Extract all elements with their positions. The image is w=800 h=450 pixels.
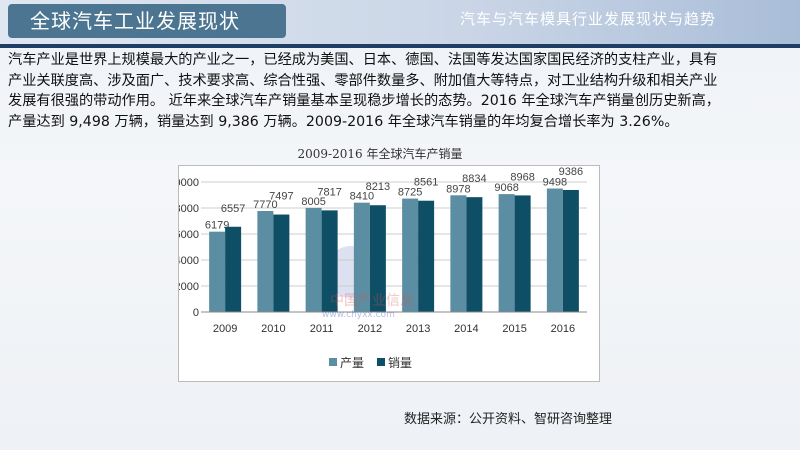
- data-label: 8725: [398, 187, 422, 199]
- bar-销量: [321, 210, 338, 312]
- legend-label: 销量: [388, 356, 412, 370]
- y-tick-label: 6000: [179, 229, 199, 241]
- y-tick-label: 10000: [179, 177, 199, 189]
- paragraph-line: 产量达到 9,498 万辆，销量达到 9,386 万辆。2009-2016 年全…: [8, 113, 679, 130]
- data-label: 8978: [446, 183, 470, 195]
- y-tick-label: 2000: [179, 281, 199, 293]
- data-label: 8213: [366, 181, 390, 193]
- bar-销量: [466, 197, 483, 312]
- x-tick-label: 2015: [502, 323, 526, 335]
- data-source: 数据来源：公开资料、智研咨询整理: [404, 412, 613, 427]
- bar-产量: [546, 188, 563, 312]
- data-label: 9068: [494, 182, 518, 194]
- bar-销量: [562, 189, 579, 312]
- x-tick-label: 2013: [406, 323, 430, 335]
- bar-产量: [498, 194, 515, 312]
- bar-销量: [369, 205, 386, 312]
- data-label: 9386: [559, 166, 583, 178]
- data-label: 6179: [205, 220, 229, 232]
- x-tick-label: 2009: [213, 323, 237, 335]
- header-divider: [0, 44, 800, 48]
- data-label: 8561: [414, 177, 438, 189]
- data-label: 6557: [221, 203, 245, 215]
- paragraph-line: 汽车产业是世界上规模最大的产业之一，已经成为美国、日本、德国、法国等发达国家国民…: [8, 52, 718, 68]
- watermark-text: 中国产业信息: [330, 293, 414, 309]
- slide-title: 全球汽车工业发展现状: [8, 4, 286, 38]
- data-label: 8968: [510, 171, 534, 183]
- bar-产量: [450, 195, 467, 312]
- legend-swatch: [329, 358, 337, 366]
- x-tick-label: 2016: [551, 323, 575, 335]
- x-tick-label: 2011: [310, 323, 334, 335]
- header-band: 全球汽车工业发展现状 汽车与汽车模具行业发展现状与趋势: [0, 0, 800, 44]
- data-label: 8005: [301, 196, 325, 208]
- y-tick-label: 0: [193, 307, 199, 319]
- bar-销量: [225, 226, 242, 312]
- slide-subtitle: 汽车与汽车模具行业发展现状与趋势: [460, 10, 717, 28]
- legend-swatch: [377, 358, 385, 366]
- paragraph-line: 发展有很强的带动作用。 近年来全球汽车产销量基本呈现稳步增长的态势。2016 年…: [8, 93, 720, 109]
- data-label: 7770: [253, 199, 277, 211]
- bar-产量: [209, 231, 226, 312]
- paragraph-line: 产业关联度高、涉及面广、技术要求高、综合性强、零部件数量多、附加值大等特点，对工…: [8, 72, 718, 89]
- data-label: 7497: [269, 191, 293, 203]
- x-tick-label: 2012: [358, 323, 382, 335]
- bar-产量: [257, 210, 274, 312]
- x-tick-label: 2010: [261, 323, 285, 335]
- watermark-url: www.chyxx.com: [322, 310, 395, 320]
- data-label: 8834: [462, 173, 486, 185]
- data-label: 7817: [317, 186, 341, 198]
- y-tick-label: 8000: [179, 203, 199, 215]
- x-tick-label: 2014: [454, 323, 478, 335]
- bar-销量: [273, 214, 290, 312]
- body-paragraph: 汽车产业是世界上规模最大的产业之一，已经成为美国、日本、德国、法国等发达国家国民…: [8, 50, 798, 132]
- data-label: 8410: [350, 191, 374, 203]
- bar-销量: [418, 200, 435, 312]
- bar-销量: [514, 195, 531, 312]
- bar-产量: [305, 207, 322, 312]
- bar-chart: 0 2000 4000 6000 8000 10000 6179 6557 2009 777074…: [179, 166, 587, 370]
- bar-产量: [402, 198, 419, 312]
- y-tick-label: 4000: [179, 255, 199, 267]
- data-label: 9498: [543, 177, 567, 189]
- legend-label: 产量: [340, 356, 364, 370]
- bar-产量: [353, 202, 370, 312]
- chart-title: 2009-2016 年全球汽车产销量: [297, 147, 463, 161]
- chart-area: 0 2000 4000 6000 8000 10000 6179 6557 2009 777074…: [178, 165, 600, 382]
